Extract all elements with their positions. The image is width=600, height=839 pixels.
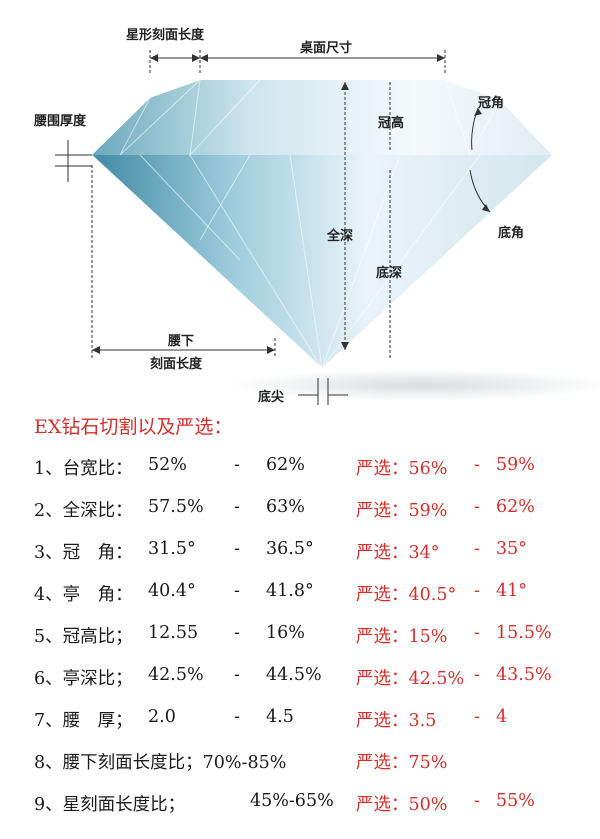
spec-min-value: 31.5° (148, 539, 196, 559)
spec-max-value: 4.5 (266, 707, 294, 727)
selected-value: 严选：40.5° (356, 585, 457, 605)
spec-range-dash: - (234, 707, 240, 727)
spec-row: 3、冠 角： 31.5° -36.5° 严选：34° 35° - (34, 539, 594, 571)
selected-max-value: 41° (496, 581, 528, 601)
lower-half-label-line1: 腰下 (168, 334, 195, 349)
spec-row: 2、全深比： 57.5% -63% 严选：59% 62% - (34, 497, 594, 529)
selected-value: 严选：50% (356, 795, 448, 815)
spec-label: 5、冠高比； (34, 627, 133, 647)
spec-min-value: 12.55 (148, 623, 199, 643)
selected-max-value: 59% (496, 455, 535, 475)
selected-range-dash: - (474, 497, 480, 517)
diamond-illustration (55, 50, 600, 405)
selected-range-dash: - (474, 581, 480, 601)
spec-max-value: 62% (266, 455, 305, 475)
lower-half-label-line2: 刻面长度 (150, 357, 203, 372)
spec-row: 7、腰 厚； 2.0-4.5 严选：3.5 4- (34, 707, 594, 739)
selected-max-value: 55% (496, 791, 535, 811)
spec-row: 5、冠高比； 12.55-16% 严选：15% 15.5% - (34, 623, 594, 655)
selected-range-dash: - (474, 791, 480, 811)
spec-max-value: 63% (266, 497, 305, 517)
spec-min-value: 52% (148, 455, 187, 475)
spec-label: 4、亭 角： (34, 585, 133, 605)
spec-range-dash: - (234, 497, 240, 517)
selected-value: 严选：15% (356, 627, 448, 647)
spec-label: 3、冠 角： (34, 543, 133, 563)
crown-height-label: 冠高 (378, 116, 405, 131)
spec-range-dash: - (234, 455, 240, 475)
spec-row: 4、亭 角： 40.4° -41.8° 严选：40.5° 41° - (34, 581, 594, 613)
spec-label: 7、腰 厚； (34, 711, 133, 731)
spec-range-dash: - (234, 623, 240, 643)
selected-range-dash: - (474, 539, 480, 559)
selected-max-value: 43.5% (496, 665, 552, 685)
pavilion-depth-label: 底深 (376, 266, 403, 281)
spec-row: 8、腰下刻面长度比；70%-85% 严选：75% (34, 749, 594, 781)
spec-max-value: 45%-65% (250, 791, 334, 811)
spec-row: 1、台宽比： 52% -62% 严选：56% 59% - (34, 455, 594, 487)
selected-max-value: 4 (496, 707, 508, 727)
table-size-label: 桌面尺寸 (300, 41, 353, 56)
spec-max-value: 36.5° (266, 539, 314, 559)
diamond-diagram: 星形刻面长度 桌面尺寸 腰围厚度 冠角 冠高 全深 底角 底深 腰下 刻面长度 … (0, 0, 600, 410)
culet-label: 底尖 (258, 390, 285, 405)
crown-angle-label: 冠角 (478, 96, 505, 111)
selected-value: 严选：3.5 (356, 711, 437, 731)
spec-max-value: 16% (266, 623, 305, 643)
spec-range-dash: - (234, 665, 240, 685)
spec-min-value: 40.4° (148, 581, 196, 601)
selected-value: 严选：59% (356, 501, 448, 521)
selected-value: 严选：34° (356, 543, 440, 563)
spec-max-value: 44.5% (266, 665, 322, 685)
section-title: EX钻石切割以及严选： (34, 416, 233, 438)
spec-max-value: 41.8° (266, 581, 314, 601)
spec-min-value: 2.0 (148, 707, 176, 727)
total-depth-label: 全深 (327, 229, 354, 244)
spec-label: 6、亭深比； (34, 669, 133, 689)
spec-row: 6、亭深比； 42.5% -44.5% 严选：42.5% 43.5% - (34, 665, 594, 697)
selected-range-dash: - (474, 665, 480, 685)
selected-range-dash: - (474, 455, 480, 475)
girdle-thickness-label: 腰围厚度 (34, 114, 87, 129)
spec-label: 2、全深比： (34, 501, 133, 521)
star-length-label: 星形刻面长度 (126, 28, 205, 43)
selected-max-value: 62% (496, 497, 535, 517)
selected-value: 严选：75% (356, 753, 448, 773)
spec-label: 1、台宽比： (34, 459, 133, 479)
selected-range-dash: - (474, 623, 480, 643)
spec-row: 9、星刻面长度比； 45%-65% 严选：50% 55% - (34, 791, 594, 823)
spec-range-dash: - (234, 581, 240, 601)
selected-max-value: 15.5% (496, 623, 552, 643)
selected-max-value: 35° (496, 539, 528, 559)
spec-label: 8、腰下刻面长度比；70%-85% (34, 753, 287, 773)
spec-min-value: 42.5% (148, 665, 204, 685)
selected-range-dash: - (474, 707, 480, 727)
pavilion-angle-label: 底角 (498, 226, 525, 241)
spec-label: 9、星刻面长度比； (34, 795, 186, 815)
spec-min-value: 57.5% (148, 497, 204, 517)
selected-value: 严选：56% (356, 459, 448, 479)
selected-value: 严选：42.5% (356, 669, 465, 689)
spec-range-dash: - (234, 539, 240, 559)
